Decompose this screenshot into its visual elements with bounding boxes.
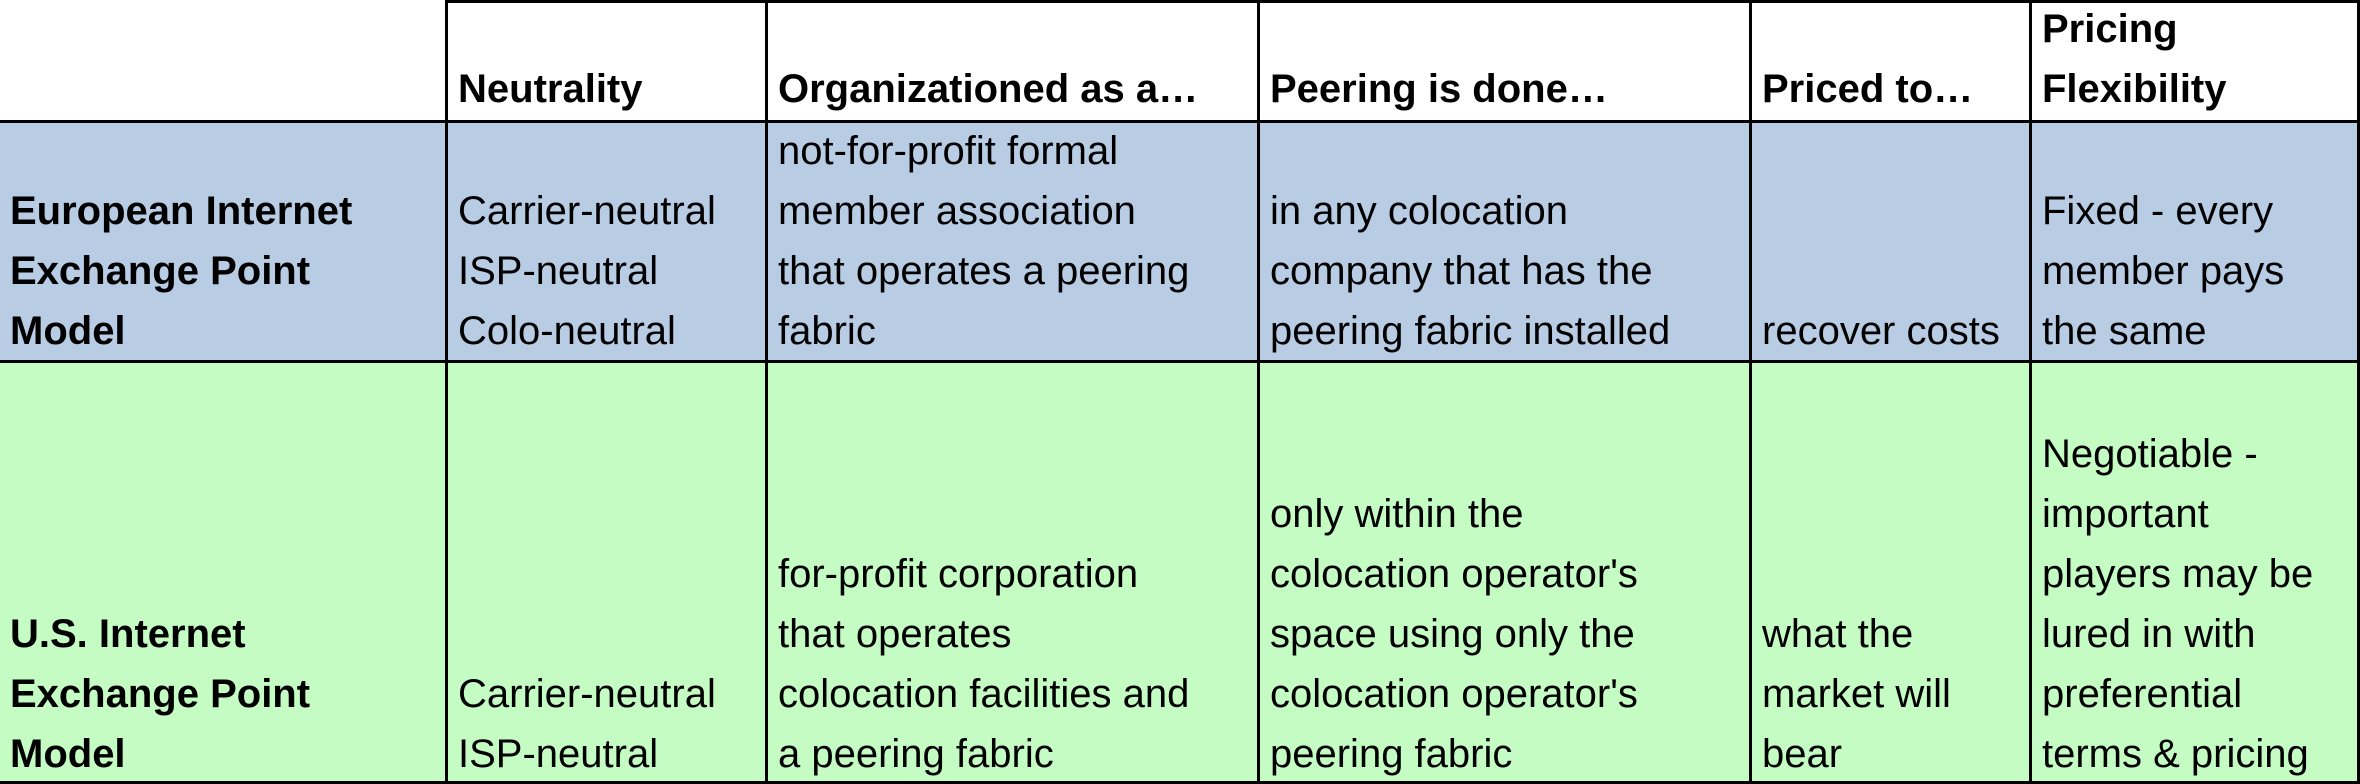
cell-us-neutrality-line: ISP-neutral [458, 732, 659, 776]
cell-european-pricing-flexibility-line: member pays [2042, 249, 2285, 293]
row-label-us-line: Exchange Point [10, 672, 311, 716]
cell-european-neutrality-line: ISP-neutral [458, 249, 659, 293]
header-organized-as-line: Organizationed as a… [778, 67, 1199, 111]
grid-hline [0, 120, 2360, 123]
cell-us-neutrality: Carrier-neutral ISP-neutral [446, 361, 766, 784]
cell-us-organized-as-line: colocation facilities and [778, 672, 1190, 716]
grid-vline [1749, 0, 1752, 784]
grid-hline-top [445, 0, 2360, 3]
cell-european-pricing-flexibility-line: Fixed - every [2042, 189, 2274, 233]
grid-vline [1257, 0, 1260, 784]
header-neutrality-line: Neutrality [458, 67, 643, 111]
cell-us-peering-done-line: colocation operator's [1270, 552, 1638, 596]
header-pricing-flexibility-line: Flexibility [2042, 67, 2227, 111]
cell-european-neutrality: Carrier-neutral ISP-neutral Colo-neutral [446, 121, 766, 361]
row-label-us-line: Model [10, 732, 126, 776]
cell-us-peering-done-line: peering fabric [1270, 732, 1513, 776]
header-priced-to-line: Priced to… [1762, 67, 1974, 111]
cell-us-pricing-flexibility-line: terms & pricing [2042, 732, 2309, 776]
row-label-european-line: European Internet [10, 189, 353, 233]
row-label-us-line: U.S. Internet [10, 612, 246, 656]
cell-european-neutrality-line: Colo-neutral [458, 309, 676, 353]
grid-vline [2029, 0, 2032, 784]
cell-european-priced-to-line: recover costs [1762, 309, 2000, 353]
row-label-us: U.S. Internet Exchange Point Model [0, 361, 446, 784]
grid-vline [445, 0, 448, 784]
row-label-european-line: Model [10, 309, 126, 353]
header-organized-as: Organizationed as a… [766, 0, 1258, 121]
cell-european-neutrality-line: Carrier-neutral [458, 189, 716, 233]
header-pricing-flexibility-line: Pricing [2042, 7, 2178, 51]
cell-us-organized-as: for-profit corporation that operates coloc… [766, 361, 1258, 784]
cell-us-pricing-flexibility-line: preferential [2042, 672, 2243, 716]
cell-us-pricing-flexibility-line: important [2042, 492, 2209, 536]
header-corner [0, 0, 446, 121]
cell-us-neutrality-line: Carrier-neutral [458, 672, 716, 716]
cell-us-organized-as-line: a peering fabric [778, 732, 1054, 776]
cell-european-organized-as-line: member association [778, 189, 1136, 233]
cell-us-pricing-flexibility-line: Negotiable - [2042, 432, 2258, 476]
grid-hline-bottom [0, 781, 2360, 784]
header-pricing-flexibility: Pricing Flexibility [2030, 0, 2360, 121]
cell-us-organized-as-line: that operates [778, 612, 1012, 656]
cell-us-priced-to: what the market will bear [1750, 361, 2030, 784]
cell-european-peering-done-line: peering fabric installed [1270, 309, 1671, 353]
cell-us-priced-to-line: bear [1762, 732, 1843, 776]
cell-european-peering-done: in any colocation company that has the pee… [1258, 121, 1750, 361]
cell-european-organized-as-line: fabric [778, 309, 876, 353]
grid-vline [765, 0, 768, 784]
cell-european-peering-done-line: in any colocation [1270, 189, 1568, 233]
cell-european-organized-as-line: that operates a peering [778, 249, 1190, 293]
cell-us-pricing-flexibility: Negotiable - important players may be lured… [2030, 361, 2360, 784]
cell-us-priced-to-line: market will [1762, 672, 1951, 716]
cell-european-organized-as: not-for-profit formal member association t… [766, 121, 1258, 361]
cell-european-pricing-flexibility-line: the same [2042, 309, 2207, 353]
cell-european-organized-as-line: not-for-profit formal [778, 129, 1119, 173]
row-label-european: European Internet Exchange Point Model [0, 121, 446, 361]
cell-us-peering-done: only within the colocation operator's spac… [1258, 361, 1750, 784]
cell-european-peering-done-line: company that has the [1270, 249, 1653, 293]
grid-hline [0, 360, 2360, 363]
cell-us-peering-done-line: space using only the [1270, 612, 1635, 656]
row-label-european-line: Exchange Point [10, 249, 311, 293]
header-peering-done-line: Peering is done… [1270, 67, 1608, 111]
cell-us-pricing-flexibility-line: lured in with [2042, 612, 2256, 656]
header-neutrality: Neutrality [446, 0, 766, 121]
grid-vline [2357, 0, 2360, 784]
cell-us-priced-to-line: what the [1762, 612, 1914, 656]
cell-european-priced-to: recover costs [1750, 121, 2030, 361]
cell-us-peering-done-line: only within the [1270, 492, 1524, 536]
header-peering-done: Peering is done… [1258, 0, 1750, 121]
cell-us-pricing-flexibility-line: players may be [2042, 552, 2314, 596]
cell-us-organized-as-line: for-profit corporation [778, 552, 1139, 596]
cell-us-peering-done-line: colocation operator's [1270, 672, 1638, 716]
header-priced-to: Priced to… [1750, 0, 2030, 121]
cell-european-pricing-flexibility: Fixed - every member pays the same [2030, 121, 2360, 361]
